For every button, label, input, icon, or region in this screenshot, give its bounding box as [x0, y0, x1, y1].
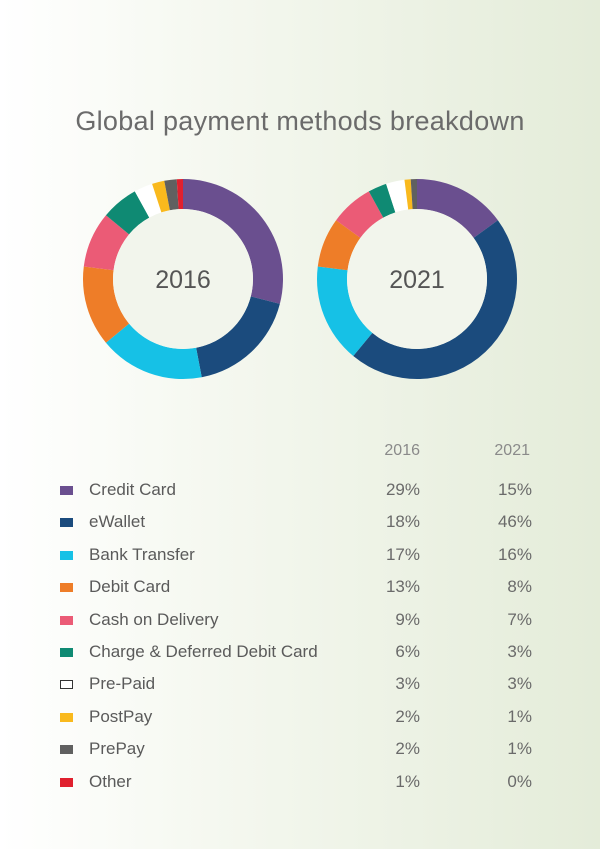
donut-slice-2021-cash-on-delivery	[336, 191, 384, 238]
value-2021: 1%	[507, 706, 532, 726]
legend-row: Pre-Paid 3% 3%	[0, 673, 600, 697]
value-2021: 3%	[507, 674, 532, 694]
donut-slice-2016-prepay	[164, 179, 179, 211]
donut-slice-2016-debit-card	[83, 266, 130, 343]
value-2021: 46%	[497, 512, 532, 532]
donut-slice-2016-charge-deferred-debit-card	[105, 191, 150, 235]
donut-slice-2016-credit-card	[183, 179, 283, 304]
chart-title: Global payment methods breakdown	[75, 106, 525, 136]
legend-swatch	[60, 712, 73, 722]
value-2016: 13%	[385, 577, 420, 597]
donut-center-label: 2016	[155, 266, 211, 294]
donut-slice-2021-credit-card	[417, 179, 498, 238]
donut-slice-2021-debit-card	[317, 220, 361, 271]
value-2021: 16%	[497, 544, 532, 564]
legend-row: Credit Card 29% 15%	[0, 479, 600, 503]
column-header-2021: 2021	[494, 442, 530, 459]
donut-slice-2016-postpay	[152, 180, 170, 213]
donut-slice-2021-ewallet	[353, 220, 518, 379]
value-2016: 29%	[385, 480, 420, 499]
legend-label: Pre-Paid	[89, 674, 156, 694]
legend-row: Debit Card 13% 8%	[0, 576, 600, 600]
donut-slice-2016-cash-on-delivery	[83, 215, 130, 271]
legend-row: PrePay 2% 1%	[0, 738, 600, 762]
legend-row: eWallet 18% 46%	[0, 511, 600, 535]
legend-row: Charge & Deferred Debit Card 6% 3%	[0, 641, 600, 665]
value-2016: 2%	[395, 739, 420, 759]
column-header-2016: 2016	[384, 442, 420, 459]
donut-slice-2016-bank-transfer	[105, 323, 202, 379]
value-2021: 15%	[497, 480, 532, 499]
donut-center-label: 2021	[389, 266, 445, 294]
legend-swatch	[60, 583, 73, 593]
value-2016: 2%	[395, 706, 420, 726]
legend-label: Debit Card	[89, 577, 171, 597]
value-2016: 6%	[395, 642, 420, 661]
donut-slice-2016-other	[176, 179, 183, 210]
donut-slice-2021-prepay	[410, 179, 417, 210]
legend-swatch	[60, 745, 73, 755]
donut-slice-2021-charge-deferred-debit-card	[368, 183, 396, 218]
donut-slice-2021-postpay	[404, 179, 413, 210]
value-2021: 7%	[507, 609, 532, 629]
value-2021: 8%	[507, 577, 532, 597]
legend-swatch	[60, 777, 73, 787]
donut-hole	[347, 209, 487, 349]
legend-label: PostPay	[89, 706, 153, 726]
legend-swatch	[60, 615, 73, 625]
legend-row: Other 1% 0%	[0, 771, 600, 795]
value-2016: 9%	[395, 609, 420, 629]
donut-hole	[113, 209, 253, 349]
donut-slice-2016-pre-paid	[134, 183, 162, 218]
donut-slice-2021-bank-transfer	[317, 266, 373, 357]
legend-row: Cash on Delivery 9% 7%	[0, 609, 600, 633]
legend-swatch	[60, 518, 73, 528]
legend-label: Bank Transfer	[89, 544, 195, 564]
value-2016: 1%	[395, 771, 420, 791]
legend-label: Other	[89, 771, 132, 791]
legend-swatch	[60, 550, 73, 560]
legend-swatch	[60, 648, 73, 657]
donut-slice-2016-ewallet	[196, 296, 280, 378]
donut-charts: 2016 2021	[83, 179, 518, 379]
legend-label: Credit Card	[89, 480, 176, 499]
value-2021: 3%	[507, 642, 532, 661]
legend-row: PostPay 2% 1%	[0, 706, 600, 730]
legend-label: PrePay	[89, 739, 145, 759]
value-2016: 18%	[385, 512, 420, 532]
legend-label: eWallet	[89, 512, 146, 532]
legend-swatch	[60, 680, 73, 690]
value-2016: 17%	[385, 544, 420, 564]
donut-slice-2021-pre-paid	[386, 179, 409, 213]
value-2021: 0%	[507, 771, 532, 791]
value-2016: 3%	[395, 674, 420, 694]
legend-label: Cash on Delivery	[89, 609, 219, 629]
legend-label: Charge & Deferred Debit Card	[89, 642, 318, 661]
legend-row: Bank Transfer 17% 16%	[0, 544, 600, 568]
value-2021: 1%	[507, 739, 532, 759]
legend-swatch	[60, 486, 73, 495]
